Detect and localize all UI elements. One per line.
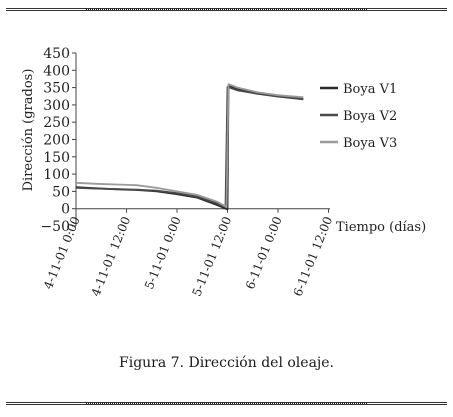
series-line-3: [75, 83, 304, 208]
figure-caption: Figura 7. Dirección del oleaje.: [119, 355, 334, 371]
y-tick-label: 150: [43, 150, 70, 166]
y-tick-label: 100: [43, 167, 70, 183]
y-tick-label: 200: [43, 133, 70, 149]
x-tick-label: 5-11-01 12:00: [190, 215, 235, 299]
legend-label-2: Boya V2: [343, 109, 397, 124]
x-tick-label: 6-11-01 12:00: [291, 215, 336, 299]
top-rule: [6, 8, 447, 11]
series-line-1: [75, 85, 304, 211]
y-tick-label: 50: [52, 184, 70, 200]
y-axis-label: Dirección (grados): [21, 69, 36, 192]
y-tick-label: 350: [43, 81, 70, 97]
y-tick-label: 400: [43, 63, 70, 79]
x-tick-label: 4-11-01 12:00: [89, 215, 134, 299]
x-tick-label: 5-11-01 0:00: [142, 215, 184, 292]
y-tick-label: 450: [43, 46, 70, 62]
legend-label-1: Boya V1: [343, 82, 397, 97]
x-tick-label: 6-11-01 0:00: [243, 215, 285, 292]
y-tick-label: 300: [43, 98, 70, 114]
y-tick-label: 0: [61, 202, 70, 218]
y-tick-label: −50: [40, 219, 70, 235]
legend-label-3: Boya V3: [343, 136, 397, 151]
x-axis-label: Tiempo (días): [336, 220, 426, 235]
series-line-2: [75, 86, 304, 208]
bottom-rule: [6, 402, 447, 405]
y-tick-label: 250: [43, 115, 70, 131]
